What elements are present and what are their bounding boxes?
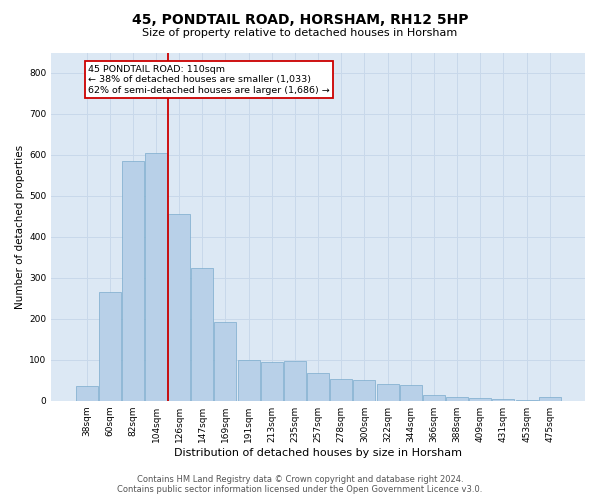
Bar <box>122 161 144 400</box>
Bar <box>284 361 306 401</box>
Bar <box>98 292 121 401</box>
Bar <box>214 322 236 400</box>
Bar <box>330 380 352 400</box>
Bar <box>469 398 491 400</box>
Bar <box>145 153 167 400</box>
Bar <box>493 399 514 400</box>
Text: 45, PONDTAIL ROAD, HORSHAM, RH12 5HP: 45, PONDTAIL ROAD, HORSHAM, RH12 5HP <box>132 12 468 26</box>
Bar <box>238 360 260 401</box>
X-axis label: Distribution of detached houses by size in Horsham: Distribution of detached houses by size … <box>174 448 462 458</box>
Bar <box>191 268 214 400</box>
Text: 45 PONDTAIL ROAD: 110sqm
← 38% of detached houses are smaller (1,033)
62% of sem: 45 PONDTAIL ROAD: 110sqm ← 38% of detach… <box>88 65 330 94</box>
Text: Size of property relative to detached houses in Horsham: Size of property relative to detached ho… <box>142 28 458 38</box>
Bar <box>76 386 98 400</box>
Bar <box>539 398 561 400</box>
Bar <box>446 398 468 400</box>
Bar <box>353 380 376 400</box>
Text: Contains HM Land Registry data © Crown copyright and database right 2024.
Contai: Contains HM Land Registry data © Crown c… <box>118 474 482 494</box>
Bar <box>168 214 190 400</box>
Y-axis label: Number of detached properties: Number of detached properties <box>15 144 25 308</box>
Bar <box>377 384 398 400</box>
Bar <box>400 385 422 400</box>
Bar <box>261 362 283 401</box>
Bar <box>307 373 329 400</box>
Bar <box>423 394 445 400</box>
